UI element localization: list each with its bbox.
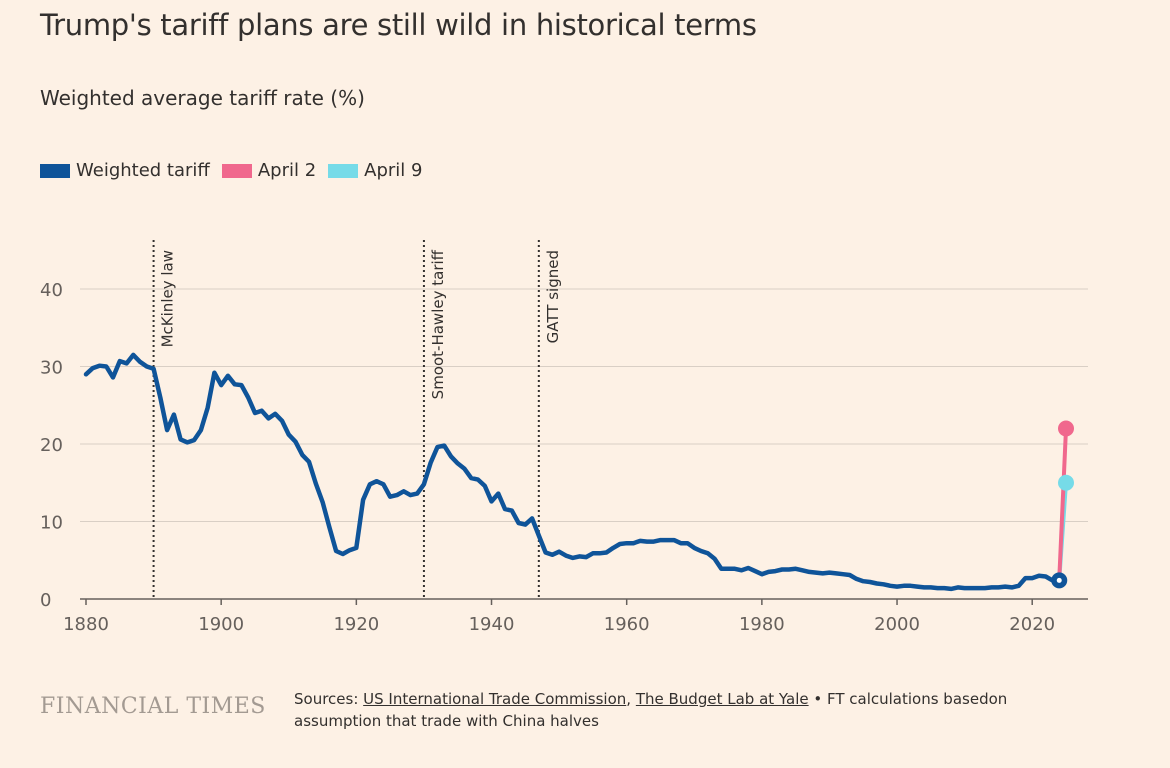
y-tick-label: 10 [40,513,63,534]
sources-prefix: Sources: [294,690,364,708]
sources-note: Sources: US International Trade Commissi… [294,688,1094,732]
legend-swatch-april-9 [328,163,359,178]
source-link-usitc[interactable]: US International Trade Commission [363,690,627,708]
series-line-weighted-tariff [83,352,1062,592]
legend-item-weighted-tariff: Weighted tariff [40,160,210,181]
endpoint-april-9 [1058,474,1074,491]
y-tick-label: 30 [40,358,63,379]
ft-logo: FINANCIAL TIMES [40,694,266,719]
x-tick-label: 1880 [63,614,109,635]
legend-label-april-9: April 9 [364,160,423,181]
legend-label-weighted-tariff: Weighted tariff [76,160,210,181]
x-tick-label: 2020 [1009,614,1055,635]
legend-item-april-2: April 2 [221,160,317,181]
sources-separator: , [626,690,636,708]
legend: Weighted tariff April 2 April 9 [40,160,434,181]
legend-label-april-2: April 2 [257,160,317,181]
legend-swatch-weighted-tariff [40,163,70,178]
chart-subtitle: Weighted average tariff rate (%) [40,86,365,110]
y-tick-label: 40 [40,280,63,301]
source-link-budget-lab[interactable]: The Budget Lab at Yale [635,690,809,708]
chart-title: Trump's tariff plans are still wild in h… [40,8,757,42]
x-tick-label: 1960 [604,614,650,635]
y-tick-label: 20 [40,435,63,456]
x-tick-label: 2000 [874,614,920,635]
x-tick-label: 1980 [739,614,785,635]
annotation-label: McKinley law [159,250,177,347]
legend-swatch-april-2 [221,163,252,178]
x-tick-label: 1920 [333,614,379,635]
endpoint-weighted-tariff-center [1056,577,1062,583]
x-tick-label: 1900 [198,614,244,635]
y-tick-label: 0 [40,590,51,611]
sources-rest: • FT calculations basedon assumption tha… [294,690,1008,730]
x-tick-label: 1940 [469,614,515,635]
annotation-label: GATT signed [544,250,562,343]
endpoint-april-2 [1058,420,1074,437]
series-line-april-2 [1057,426,1068,583]
legend-item-april-9: April 9 [328,160,422,181]
annotation-label: Smoot-Hawley tariff [429,249,447,399]
